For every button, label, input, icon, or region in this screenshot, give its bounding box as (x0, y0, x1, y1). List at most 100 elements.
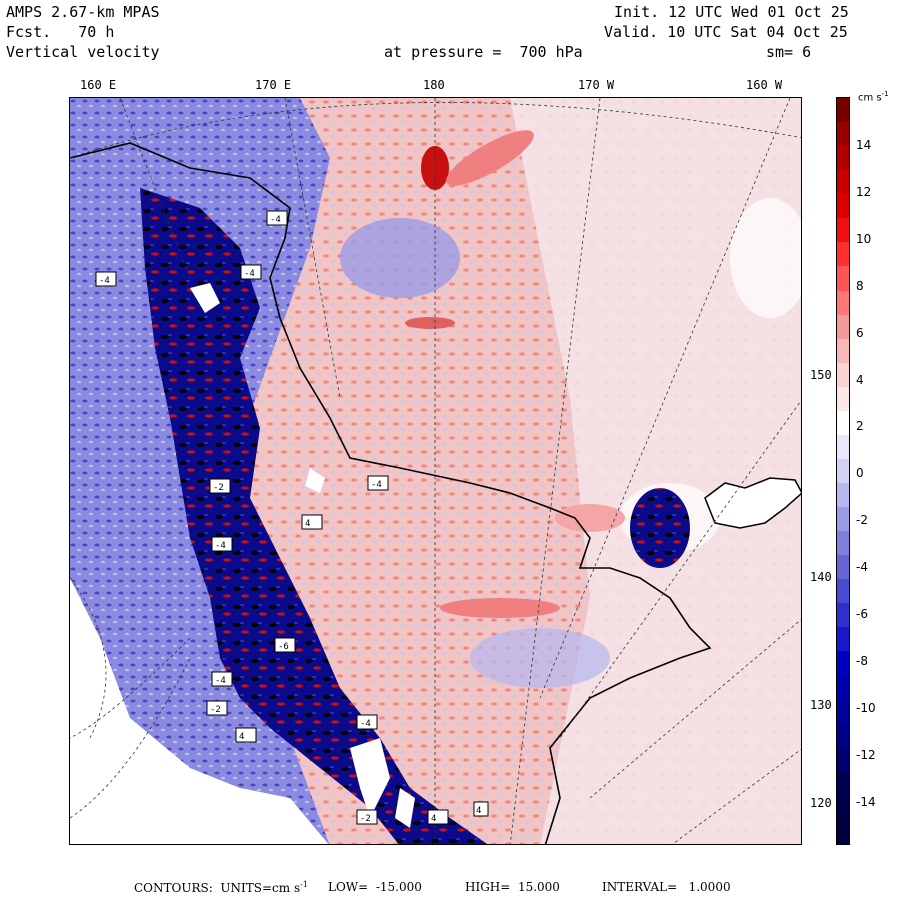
colorbar-segment (837, 434, 849, 460)
smoothing: sm= 6 (766, 43, 812, 61)
contour-label: -4 (270, 215, 281, 225)
vertical-velocity-map: -4 -4 -4 -4 -2 4 -4 -6 -4 -2 4 -4 -2 4 4 (69, 97, 802, 845)
colorbar-segment (837, 170, 849, 195)
lon-label: 180 (423, 78, 445, 92)
colorbar-segment (837, 362, 849, 388)
contour-label: -4 (215, 541, 226, 551)
contour-label: -4 (371, 480, 382, 490)
colorbar-segment (837, 338, 849, 364)
colorbar-segment (837, 458, 849, 484)
colorbar-segment (837, 627, 849, 652)
colorbar-segment (837, 507, 849, 532)
colorbar-tick-label: -10 (856, 700, 876, 715)
contour-labels: -4 -4 -4 -4 -2 4 -4 -6 -4 -2 4 -4 -2 4 4 (95, 210, 489, 825)
lon-label: 170 E (255, 78, 292, 92)
fcst-label: Fcst. (6, 23, 52, 41)
contour-label: -6 (278, 642, 289, 652)
footer-contours: CONTOURS: UNITS=cm s-1 (134, 880, 308, 895)
positive-streak (440, 598, 560, 618)
contour-label: 4 (476, 806, 481, 816)
colorbar-segment (837, 386, 849, 412)
colorbar-segment (837, 603, 849, 628)
marie-byrd-turbulence (630, 488, 690, 568)
colorbar-segment (837, 98, 849, 123)
colorbar-segment (837, 723, 849, 749)
graticule (70, 98, 801, 844)
contour-label: -2 (360, 814, 371, 824)
colorbar-tick-label: -14 (856, 794, 876, 809)
colorbar-segment (837, 266, 849, 291)
terrain-gap (395, 788, 415, 828)
colorbar-segment (837, 194, 849, 219)
contour-label: -2 (210, 705, 221, 715)
contour-label: 4 (239, 732, 244, 742)
valid-time: Valid. 10 UTC Sat 04 Oct 25 (604, 23, 848, 41)
colorbar-segment (837, 410, 849, 436)
terrain-gap (190, 283, 220, 313)
contour-label: -4 (99, 276, 110, 286)
colorbar-segment (837, 483, 849, 508)
colorbar-segment (837, 795, 849, 821)
colorbar-tick-label: 2 (856, 419, 864, 434)
positive-streak (446, 130, 534, 186)
footer-low: LOW= -15.000 (328, 880, 422, 894)
pressure-level: at pressure = 700 hPa (384, 43, 583, 61)
contour-label: -4 (360, 719, 371, 729)
footer-interval: INTERVAL= 1.0000 (602, 880, 731, 894)
neutral-patch (730, 198, 801, 318)
negative-patch (470, 628, 610, 688)
colorbar-segment (837, 531, 849, 556)
positive-streak (555, 504, 625, 532)
coastline-island (704, 477, 801, 529)
negative-patch (340, 218, 460, 298)
colorbar-tick-label: 0 (856, 466, 864, 481)
lon-label: 160 E (80, 78, 117, 92)
contour-label: -4 (215, 676, 226, 686)
colorbar-tick-label: -2 (856, 513, 868, 528)
colorbar-tick-label: -4 (856, 560, 868, 575)
colorbar-segment (837, 555, 849, 580)
map-canvas: -4 -4 -4 -4 -2 4 -4 -6 -4 -2 4 -4 -2 4 4 (70, 98, 801, 844)
transantarctic-mountains-turbulence (140, 188, 488, 844)
colorbar-segment (837, 242, 849, 267)
colorbar-tick-label: 12 (856, 184, 872, 199)
no-data-region (70, 578, 329, 844)
colorbar-segment (837, 146, 849, 171)
colorbar-segment (837, 122, 849, 147)
colorbar-segment (837, 747, 849, 773)
footer-high: HIGH= 15.000 (465, 880, 560, 894)
init-time: Init. 12 UTC Wed 01 Oct 25 (614, 3, 849, 21)
fcst-value: 70 h (78, 23, 115, 41)
contour-label: -2 (213, 483, 224, 493)
colorbar (836, 97, 850, 845)
colorbar-segment (837, 771, 849, 797)
positive-streak (405, 317, 455, 329)
colorbar-tick-label: 4 (856, 372, 864, 387)
colorbar-segment (837, 218, 849, 243)
lon-label: 160 W (746, 78, 783, 92)
contour-label: -4 (244, 269, 255, 279)
colorbar-segment (837, 579, 849, 604)
lon-label: 170 W (578, 78, 615, 92)
forecast-label: Fcst. 70 h (6, 23, 114, 41)
colorbar-tick-label: -8 (856, 653, 868, 668)
positive-maximum (421, 146, 449, 190)
colorbar-tick-label: 6 (856, 325, 864, 340)
colorbar-segment (837, 699, 849, 725)
colorbar-segment (837, 675, 849, 701)
field-name: Vertical velocity (6, 43, 160, 61)
colorbar-tick-label: -6 (856, 607, 868, 621)
colorbar-tick-label: 10 (856, 231, 872, 246)
colorbar-tick-label: 8 (856, 278, 864, 293)
colorbar-tick-label: -12 (856, 747, 876, 762)
colorbar-segment (837, 314, 849, 340)
contour-label: 4 (431, 814, 436, 824)
colorbar-segment (837, 819, 849, 845)
colorbar-segment (837, 290, 849, 316)
contour-label: 4 (305, 519, 310, 529)
coastline (70, 142, 712, 844)
terrain-gap (305, 468, 325, 493)
colorbar-unit: cm s-1 (858, 90, 889, 104)
colorbar-segment (837, 651, 849, 677)
colorbar-tick-label: 14 (856, 138, 872, 152)
